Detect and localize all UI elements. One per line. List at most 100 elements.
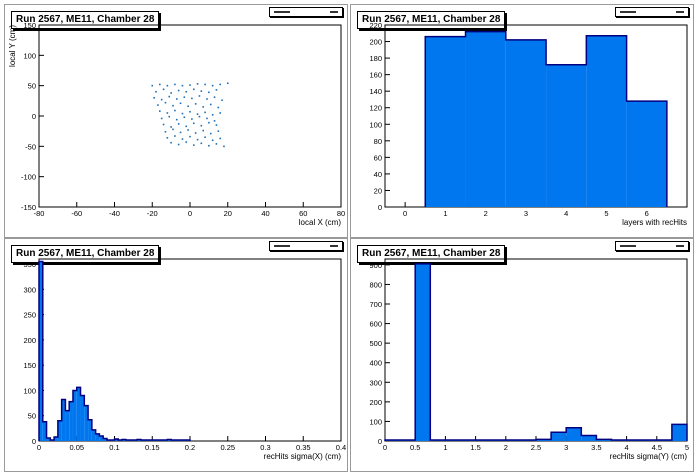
scatter-point <box>215 124 218 126</box>
scatter-point <box>209 132 212 135</box>
x-tick-label: 0.1 <box>109 443 119 452</box>
scatter-point <box>211 84 214 87</box>
x-tick-label: 0.5 <box>410 443 420 452</box>
x-tick-label: 0.2 <box>185 443 195 452</box>
chart-pad-sigma-y: Run 2567, ME11, Chamber 28 0 0.5 1 1.5 2 2.5 3… <box>350 238 694 472</box>
scatter-point <box>181 112 184 115</box>
x-tick-label: 0 <box>188 209 192 218</box>
y-tick-label: 600 <box>369 320 382 329</box>
y-tick-label: 50 <box>28 412 36 421</box>
x-tick-label: 5 <box>685 443 689 452</box>
histogram-bar <box>46 437 51 441</box>
scatter-point <box>215 143 218 145</box>
scatter-point <box>202 106 205 108</box>
scatter-point <box>160 98 163 101</box>
y-tick-label: -50 <box>25 142 36 151</box>
scatter-point <box>202 129 205 132</box>
chart-pad-sigma-x: Run 2567, ME11, Chamber 28 0 0.05 0.1 0.15 0… <box>4 238 348 472</box>
y-tick-label: 350 <box>23 260 36 269</box>
x-tick-label: 20 <box>224 209 232 218</box>
x-tick-label: 2 <box>504 443 508 452</box>
stats-box <box>615 7 689 17</box>
y-tick-label: 150 <box>23 21 36 30</box>
y-tick-label: -100 <box>21 173 36 182</box>
scatter-point <box>164 101 167 104</box>
scatter-point <box>204 136 206 139</box>
stats-box <box>615 241 689 251</box>
scatter-point <box>185 141 188 143</box>
y-tick-label: 0 <box>378 203 382 212</box>
x-tick-label: 6 <box>645 209 649 218</box>
scatter-point <box>196 138 199 141</box>
histogram-bar <box>39 261 43 441</box>
scatter-point <box>196 83 199 85</box>
histogram-bar <box>91 429 96 441</box>
scatter-point <box>208 144 210 147</box>
y-tick-label: 0 <box>378 437 382 446</box>
y-tick-label: 150 <box>23 361 36 370</box>
x-tick-label: 0.4 <box>336 443 346 452</box>
scatter-point <box>200 142 203 145</box>
y-tick-label: 40 <box>374 170 382 179</box>
scatter-point <box>175 98 178 100</box>
y-tick-label: 800 <box>369 280 382 289</box>
scatter-point <box>170 126 172 128</box>
x-tick-label: 5 <box>604 209 608 218</box>
stats-box <box>269 241 343 251</box>
histogram-outline <box>38 260 191 441</box>
y-tick-label: 400 <box>369 359 382 368</box>
y-tick-label: 200 <box>369 38 382 47</box>
y-tick-label: 900 <box>369 261 382 270</box>
scatter-point <box>198 95 201 97</box>
y-tick-label: 100 <box>23 51 36 60</box>
scatter-point <box>192 88 195 91</box>
scatter-point <box>217 130 220 132</box>
chart-pad-layers: Run 2567, ME11, Chamber 28 0 1 2 3 4 5 6 0 20 40 6… <box>350 4 694 238</box>
x-tick-label: 1.5 <box>470 443 480 452</box>
chart-canvas: -80 -60 -40 -20 0 20 40 60 80 -150 -100 -50 0 50 100 15… <box>8 21 345 227</box>
scatter-point <box>177 123 180 125</box>
x-tick-label: 0 <box>37 443 41 452</box>
histogram-outline <box>384 263 688 441</box>
y-tick-label: 700 <box>369 300 382 309</box>
scatter-point <box>219 137 221 140</box>
scatter-point <box>191 97 193 100</box>
x-tick-label: 0.25 <box>220 443 235 452</box>
y-tick-label: 100 <box>369 417 382 426</box>
scatter-point <box>155 90 157 93</box>
x-tick-label: 80 <box>337 209 345 218</box>
chart-canvas: 0 1 2 3 4 5 6020406080100120140160180200220lay… <box>369 21 688 227</box>
scatter-point <box>153 97 155 99</box>
scatter-point <box>157 104 159 106</box>
stats-box <box>269 7 343 17</box>
histogram-bar <box>122 439 126 441</box>
x-tick-label: 4 <box>564 209 568 218</box>
histogram-bar <box>76 387 81 441</box>
histogram-bar <box>88 419 92 441</box>
scatter-point <box>194 103 197 105</box>
scatter-point <box>192 144 195 146</box>
histogram-bar <box>167 439 172 441</box>
histogram-bar <box>137 439 141 441</box>
scatter-point <box>183 96 186 98</box>
x-tick-label: 2.5 <box>531 443 541 452</box>
y-tick-label: 200 <box>369 398 382 407</box>
scatter-point <box>226 82 229 85</box>
scatter-point <box>219 83 221 86</box>
scatter-point <box>162 123 165 126</box>
scatter-point <box>221 99 223 102</box>
scatter-point <box>172 104 174 107</box>
scatter-point <box>174 83 176 86</box>
y-tick-label: 80 <box>374 137 382 146</box>
y-tick-label: 160 <box>369 71 382 80</box>
x-tick-label: -40 <box>109 209 120 218</box>
scatter-point <box>159 83 161 86</box>
scatter-point <box>183 116 186 119</box>
scatter-point <box>187 105 189 108</box>
histogram-bar <box>57 420 62 441</box>
y-tick-label: 300 <box>369 378 382 387</box>
scatter-point <box>166 112 169 114</box>
scatter-point <box>211 113 214 116</box>
scatter-point <box>217 106 220 109</box>
scatter-point <box>168 95 171 98</box>
